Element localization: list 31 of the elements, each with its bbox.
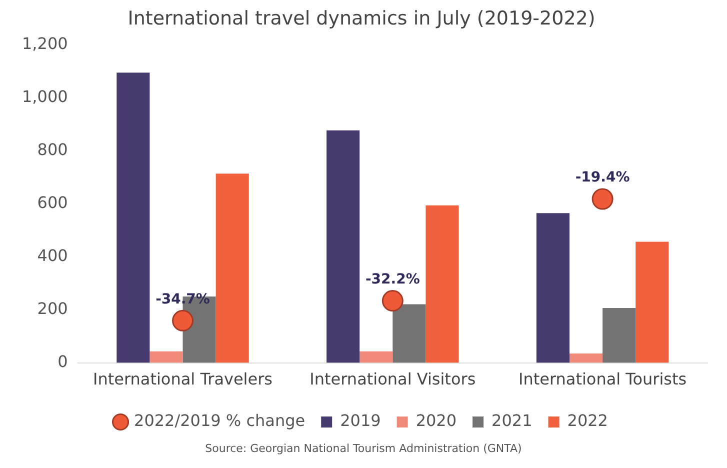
x-tick-label: International Visitors bbox=[310, 370, 476, 389]
x-tick-label: International Travelers bbox=[92, 370, 273, 389]
bar bbox=[216, 174, 249, 363]
bar bbox=[392, 304, 426, 363]
y-tick-label: 400 bbox=[37, 246, 68, 265]
chart-title: International travel dynamics in July (2019-2022) bbox=[128, 7, 596, 30]
y-tick-label: 200 bbox=[37, 298, 68, 318]
bar bbox=[569, 354, 603, 363]
data-label: -34.7% bbox=[156, 291, 210, 308]
y-tick-label: 0 bbox=[58, 352, 68, 371]
legend-label: 2019 bbox=[340, 411, 381, 430]
y-tick-label: 1,200 bbox=[22, 34, 68, 53]
legend-label: 2020 bbox=[416, 411, 457, 430]
y-tick-label: 1,000 bbox=[22, 86, 68, 106]
legend-label: 2021 bbox=[492, 411, 532, 430]
legend-label: 2022 bbox=[567, 411, 608, 430]
legend-label: 2022/2019 % change bbox=[134, 411, 306, 430]
bar bbox=[360, 351, 393, 363]
data-label: -19.4% bbox=[575, 170, 630, 186]
data-label: -32.2% bbox=[365, 271, 420, 288]
bar bbox=[602, 308, 636, 363]
bar bbox=[536, 213, 570, 363]
source-note: Source: Georgian National Tourism Administration (GNTA) bbox=[204, 442, 523, 455]
bar bbox=[150, 351, 183, 363]
y-tick-label: 800 bbox=[37, 140, 68, 159]
x-tick-label: International Tourists bbox=[518, 370, 687, 389]
bar bbox=[636, 242, 669, 363]
bar bbox=[116, 72, 150, 363]
bar bbox=[426, 205, 459, 363]
bar bbox=[326, 130, 360, 363]
y-tick-label: 600 bbox=[37, 192, 68, 212]
